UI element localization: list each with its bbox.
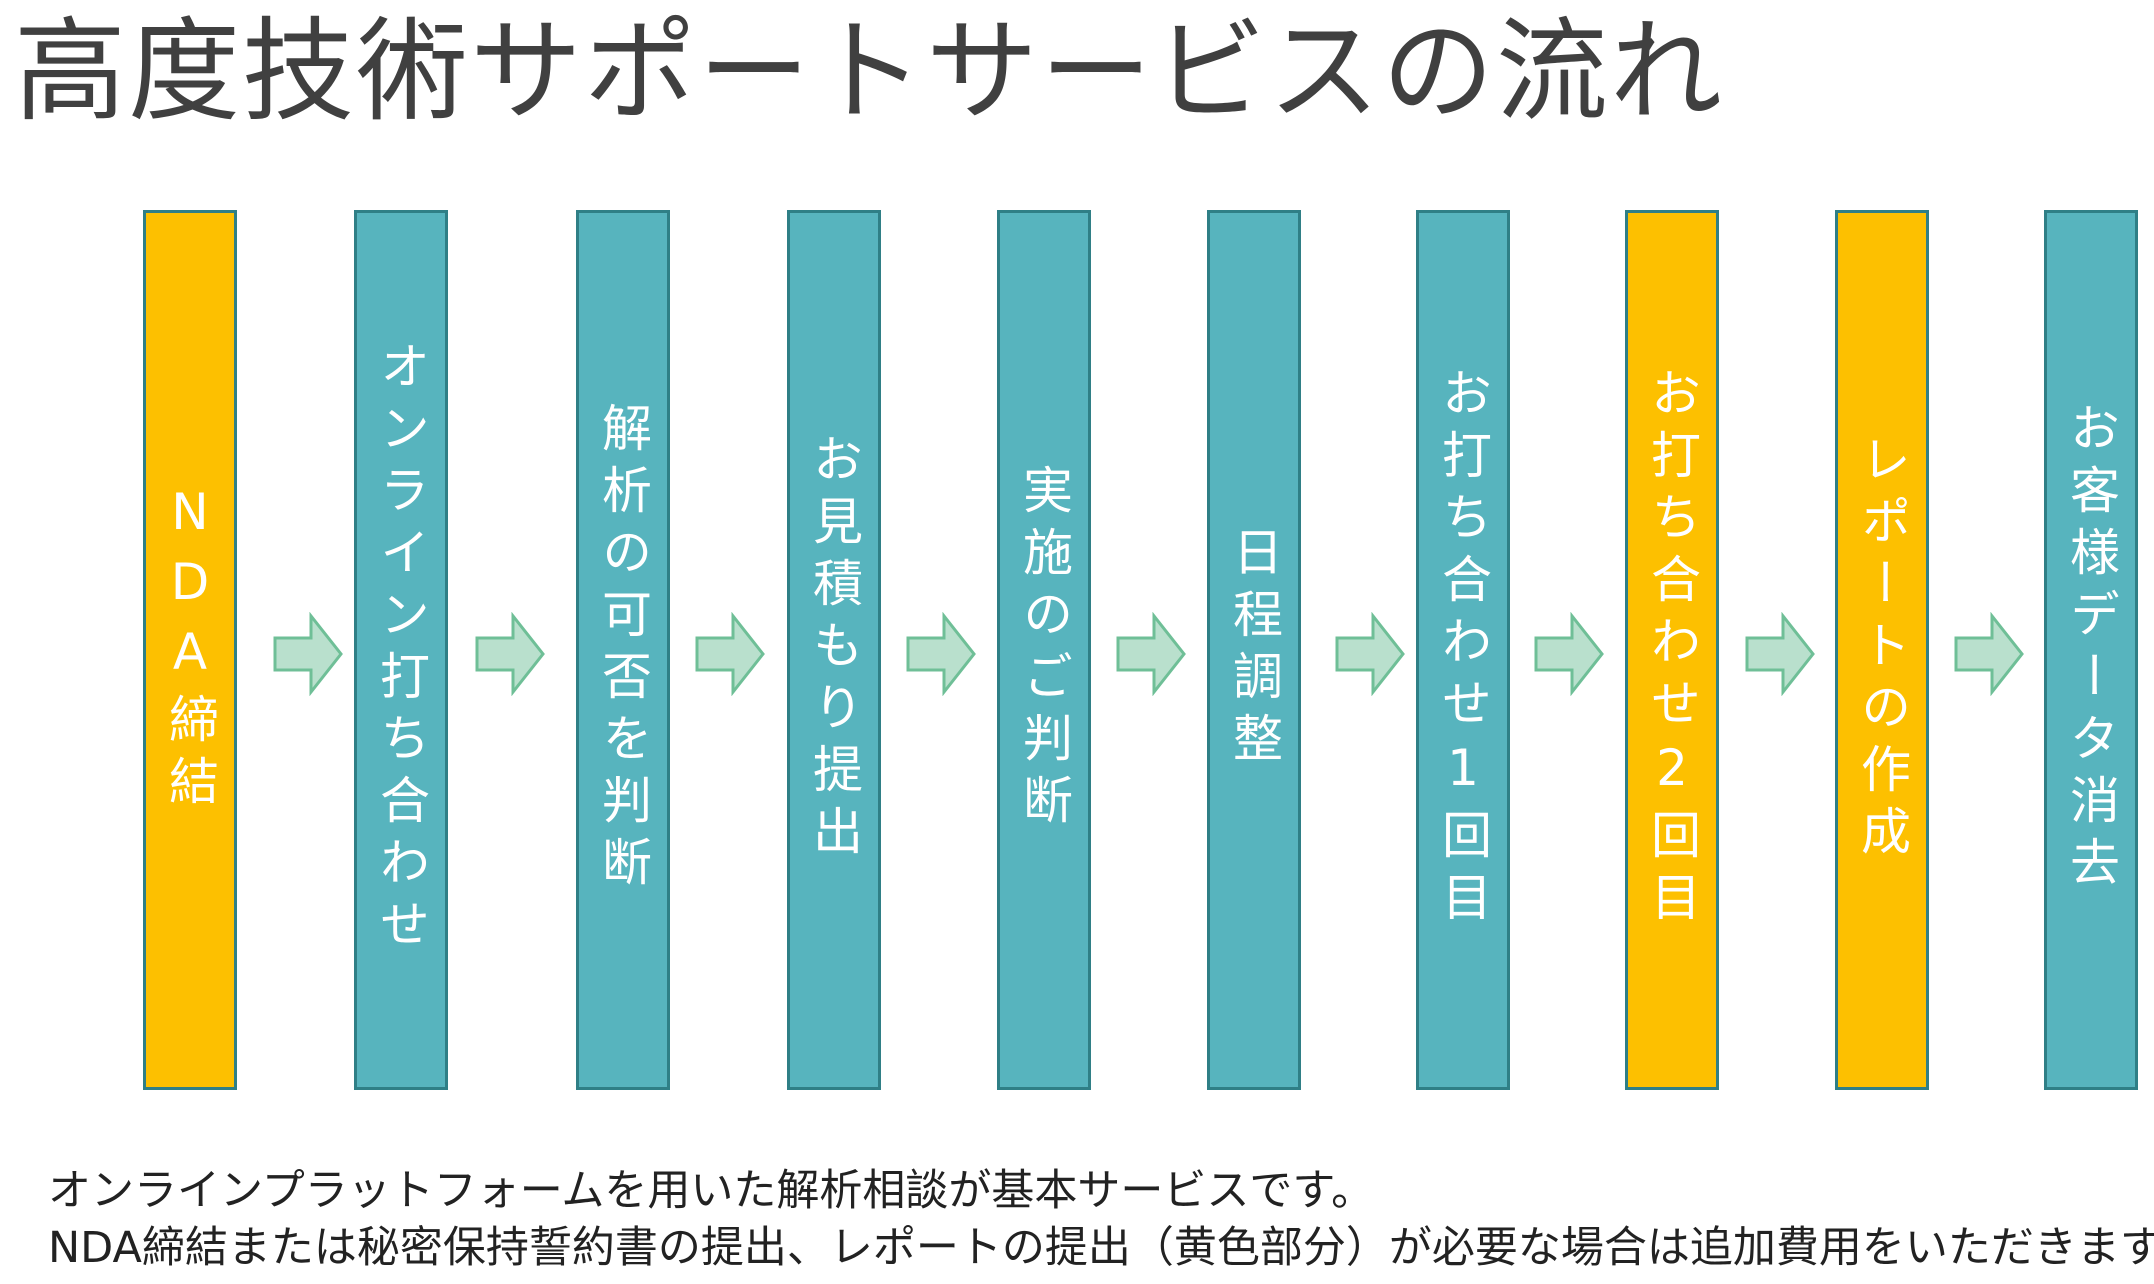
step-online-meeting: オンライン打ち合わせ bbox=[354, 210, 448, 1090]
step-label: 日程調整 bbox=[1225, 526, 1283, 774]
step-nda: NDA締結 bbox=[143, 210, 237, 1090]
step-label: お打ち合わせ2回目 bbox=[1643, 367, 1701, 933]
note-line-1: オンラインプラットフォームを用いた解析相談が基本サービスです。 bbox=[48, 1166, 1375, 1216]
step-feasibility: 解析の可否を判断 bbox=[576, 210, 670, 1090]
note-line-2: NDA締結または秘密保持誓約書の提出、レポートの提出（黄色部分）が必要な場合は追… bbox=[48, 1223, 2154, 1273]
step-label: お打ち合わせ1回目 bbox=[1434, 367, 1492, 933]
step-decision: 実施のご判断 bbox=[997, 210, 1091, 1090]
step-label: お見積もり提出 bbox=[805, 433, 863, 867]
arrow-right-icon bbox=[1116, 612, 1186, 696]
step-quote: お見積もり提出 bbox=[787, 210, 881, 1090]
step-label: お客様データ消去 bbox=[2062, 402, 2120, 898]
step-meeting-1: お打ち合わせ1回目 bbox=[1416, 210, 1510, 1090]
step-label: NDA締結 bbox=[161, 483, 219, 817]
diagram-title: 高度技術サポートサービスの流れ bbox=[14, 7, 1724, 137]
arrow-right-icon bbox=[695, 612, 765, 696]
step-label: レポートの作成 bbox=[1853, 433, 1911, 867]
step-report: レポートの作成 bbox=[1835, 210, 1929, 1090]
step-data-deletion: お客様データ消去 bbox=[2044, 210, 2138, 1090]
arrow-right-icon bbox=[475, 612, 545, 696]
step-label: 解析の可否を判断 bbox=[594, 402, 652, 898]
arrow-right-icon bbox=[1954, 612, 2024, 696]
arrow-right-icon bbox=[906, 612, 976, 696]
step-meeting-2: お打ち合わせ2回目 bbox=[1625, 210, 1719, 1090]
arrow-right-icon bbox=[1534, 612, 1604, 696]
arrow-right-icon bbox=[1745, 612, 1815, 696]
step-label: 実施のご判断 bbox=[1015, 464, 1073, 836]
arrow-right-icon bbox=[273, 612, 343, 696]
step-label: オンライン打ち合わせ bbox=[372, 340, 430, 960]
arrow-right-icon bbox=[1335, 612, 1405, 696]
step-schedule: 日程調整 bbox=[1207, 210, 1301, 1090]
